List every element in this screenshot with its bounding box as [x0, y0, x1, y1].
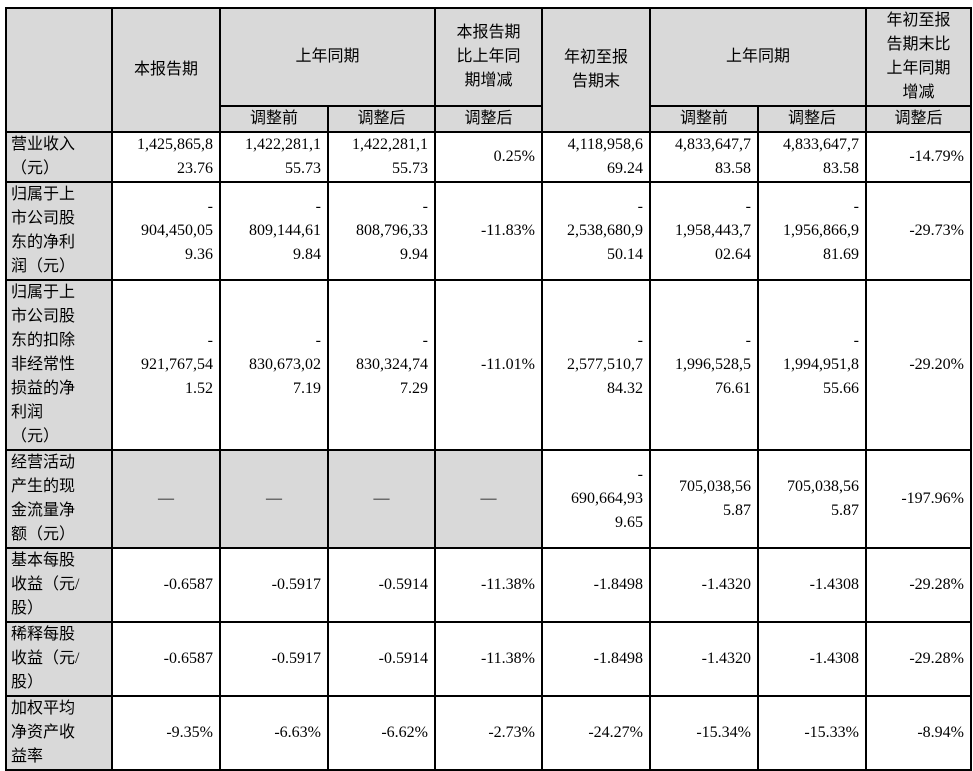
table-cell: -29.20% [865, 279, 972, 451]
table-cell: -0.5914 [327, 547, 436, 623]
table-cell: 4,833,647,7 83.58 [757, 131, 867, 183]
table-row: 加权平均 净资产收 益率 -9.35% -6.63% -6.62% -2.73% -24.… [5, 695, 972, 771]
table-cell: 4,118,958,6 69.24 [541, 131, 651, 183]
table-cell: -6.62% [327, 695, 436, 771]
table-cell: - 809,144,61 9.84 [219, 181, 329, 281]
row-label: 基本每股 收益（元/ 股） [5, 547, 113, 623]
table-row: 基本每股 收益（元/ 股） -0.6587 -0.5917 -0.5914 -11.38… [5, 547, 972, 623]
table-cell: - 690,664,93 9.65 [541, 449, 651, 549]
table-cell: - 1,958,443,7 02.64 [649, 181, 759, 281]
header-ytd: 年初至报 告期末 [541, 7, 651, 133]
table-cell: 1,422,281,1 55.73 [219, 131, 329, 183]
table-cell: -8.94% [865, 695, 972, 771]
table-cell: 0.25% [434, 131, 543, 183]
table-cell: -11.38% [434, 621, 543, 697]
table-cell: - 1,956,866,9 81.69 [757, 181, 867, 281]
table-cell: -15.33% [757, 695, 867, 771]
corner-header-cell [5, 7, 113, 133]
table-cell: - 808,796,33 9.94 [327, 181, 436, 281]
table-cell: - 921,767,54 1.52 [111, 279, 221, 451]
row-label: 经营活动 产生的现 金流量净 额（元） [5, 449, 113, 549]
table-cell: -197.96% [865, 449, 972, 549]
table-cell: - 830,673,02 7.19 [219, 279, 329, 451]
table-cell: -0.5917 [219, 547, 329, 623]
table-cell: - 2,538,680,9 50.14 [541, 181, 651, 281]
table-cell: -9.35% [111, 695, 221, 771]
table-cell: -2.73% [434, 695, 543, 771]
row-label: 归属于上 市公司股 东的净利 润（元） [5, 181, 113, 281]
header-change-ytd: 年初至报 告期末比 上年同期 增减 [865, 7, 972, 107]
table-cell: -0.6587 [111, 621, 221, 697]
table-row: 稀释每股 收益（元/ 股） -0.6587 -0.5917 -0.5914 -11.38… [5, 621, 972, 697]
financial-data-table: 本报告期 上年同期 本报告期 比上年同 期增减 年初至报 告期末 上年同期 年初… [5, 7, 972, 771]
table-cell: -0.5917 [219, 621, 329, 697]
table-cell: -29.73% [865, 181, 972, 281]
table-cell: — [327, 449, 436, 549]
table-cell: 1,425,865,8 23.76 [111, 131, 221, 183]
table-cell: — [219, 449, 329, 549]
table-row: 经营活动 产生的现 金流量净 额（元） — — — — - 690,664,93 9.65… [5, 449, 972, 549]
table-row: 营业收入 （元） 1,425,865,8 23.76 1,422,281,1 55.… [5, 131, 972, 183]
table-cell: — [434, 449, 543, 549]
table-cell: -15.34% [649, 695, 759, 771]
table-cell: -1.4308 [757, 547, 867, 623]
table-cell: -1.4320 [649, 547, 759, 623]
table-cell: -11.83% [434, 181, 543, 281]
table-cell: -1.4320 [649, 621, 759, 697]
header-after-adjust-ytd: 调整后 [757, 105, 867, 133]
row-label: 稀释每股 收益（元/ 股） [5, 621, 113, 697]
table-cell: - 2,577,510,7 84.32 [541, 279, 651, 451]
header-prior-year-period: 上年同期 [219, 7, 436, 107]
table-cell: 1,422,281,1 55.73 [327, 131, 436, 183]
header-before-adjust-ytd: 调整前 [649, 105, 759, 133]
table-cell: -0.5914 [327, 621, 436, 697]
header-change-current: 本报告期 比上年同 期增减 [434, 7, 543, 107]
table-cell: -11.38% [434, 547, 543, 623]
table-row: 归属于上 市公司股 东的扣除 非经常性 损益的净 利润 （元） - 921,767… [5, 279, 972, 451]
header-after-adjust-change: 调整后 [434, 105, 543, 133]
header-prior-year-ytd: 上年同期 [649, 7, 867, 107]
table-cell: -29.28% [865, 621, 972, 697]
table-cell: -1.8498 [541, 621, 651, 697]
table-cell: - 1,994,951,8 55.66 [757, 279, 867, 451]
header-current-period: 本报告期 [111, 7, 221, 133]
table-cell: — [111, 449, 221, 549]
table-cell: - 830,324,74 7.29 [327, 279, 436, 451]
header-after-adjust-change-ytd: 调整后 [865, 105, 972, 133]
table-cell: -11.01% [434, 279, 543, 451]
table-cell: -1.4308 [757, 621, 867, 697]
row-label: 营业收入 （元） [5, 131, 113, 183]
table-cell: -29.28% [865, 547, 972, 623]
table-cell: -14.79% [865, 131, 972, 183]
row-label: 归属于上 市公司股 东的扣除 非经常性 损益的净 利润 （元） [5, 279, 113, 451]
header-after-adjust: 调整后 [327, 105, 436, 133]
header-before-adjust: 调整前 [219, 105, 329, 133]
table-cell: 705,038,56 5.87 [649, 449, 759, 549]
table-cell: -24.27% [541, 695, 651, 771]
table-cell: -0.6587 [111, 547, 221, 623]
table-cell: - 1,996,528,5 76.61 [649, 279, 759, 451]
table-body: 营业收入 （元） 1,425,865,8 23.76 1,422,281,1 55.… [5, 131, 972, 771]
table-row: 归属于上 市公司股 东的净利 润（元） - 904,450,05 9.36- 80… [5, 181, 972, 281]
row-label: 加权平均 净资产收 益率 [5, 695, 113, 771]
table-cell: - 904,450,05 9.36 [111, 181, 221, 281]
table-cell: -1.8498 [541, 547, 651, 623]
table-cell: 705,038,56 5.87 [757, 449, 867, 549]
table-cell: 4,833,647,7 83.58 [649, 131, 759, 183]
table-cell: -6.63% [219, 695, 329, 771]
